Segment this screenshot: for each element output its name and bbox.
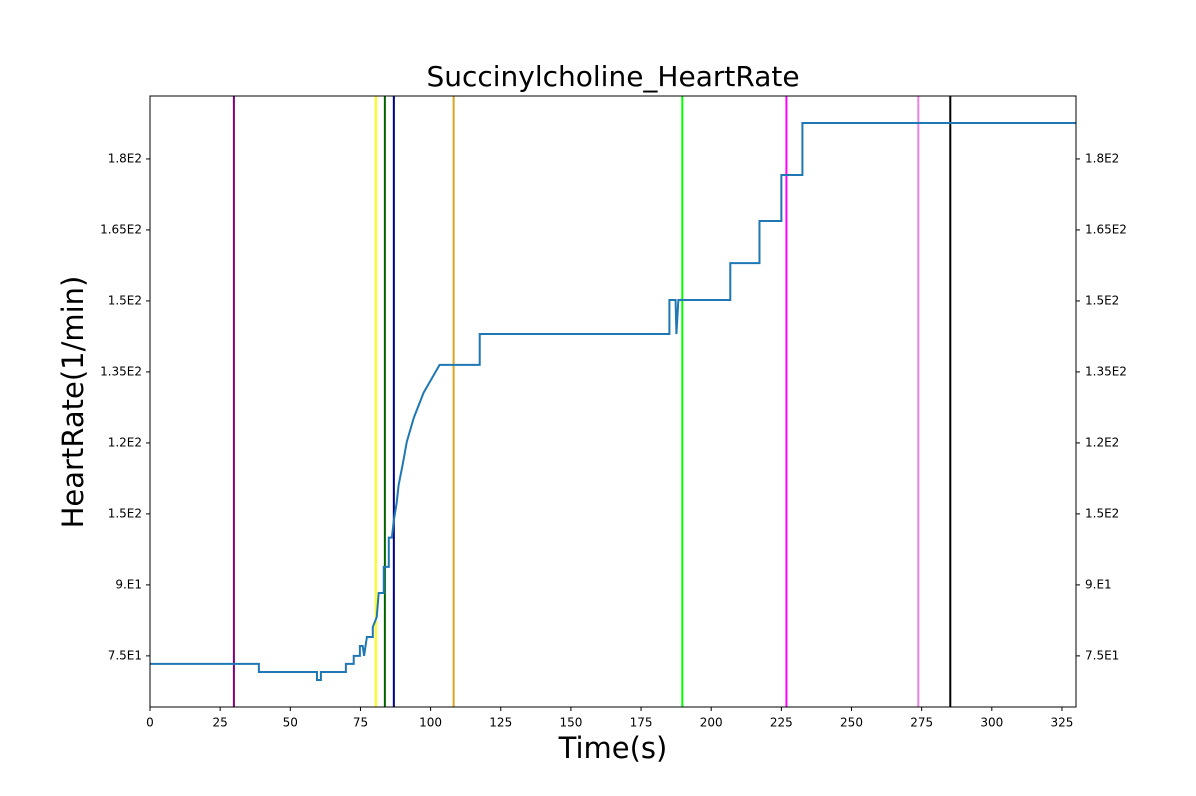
x-tick-label: 125 xyxy=(489,716,512,730)
x-tick-label: 175 xyxy=(630,716,653,730)
y-tick-label: 9.E1 xyxy=(115,577,142,591)
y-tick-label-right: 1.8E2 xyxy=(1085,151,1119,165)
chart-title: Succinylcholine_HeartRate xyxy=(426,60,799,93)
x-axis-label: Time(s) xyxy=(558,731,668,765)
x-tick-label: 0 xyxy=(146,716,154,730)
plot-frame xyxy=(149,95,1077,708)
x-tick-label: 75 xyxy=(353,716,368,730)
y-tick-label-right: 1.35E2 xyxy=(1085,364,1127,378)
x-tick-label: 275 xyxy=(910,716,933,730)
y-tick-label: 1.5E2 xyxy=(108,506,142,520)
x-tick-label: 300 xyxy=(980,716,1003,730)
y-tick-label: 1.65E2 xyxy=(100,222,142,236)
y-tick-label: 1.8E2 xyxy=(108,151,142,165)
x-tick-label: 225 xyxy=(770,716,793,730)
x-tick-label: 325 xyxy=(1051,716,1074,730)
y-tick-label-right: 1.5E2 xyxy=(1085,506,1119,520)
y-tick-label: 1.5E2 xyxy=(108,293,142,307)
y-tick-label-right: 1.65E2 xyxy=(1085,222,1127,236)
x-tick-label: 25 xyxy=(213,716,228,730)
x-tick-label: 250 xyxy=(840,716,863,730)
y-axis-label: HeartRate(1/min) xyxy=(56,276,90,529)
data-line xyxy=(150,121,1076,682)
y-tick-label-right: 1.2E2 xyxy=(1085,435,1119,449)
x-tick-label: 150 xyxy=(559,716,582,730)
y-tick-label-right: 9.E1 xyxy=(1085,577,1112,591)
y-tick-label: 1.35E2 xyxy=(100,364,142,378)
x-tick-label: 200 xyxy=(700,716,723,730)
y-tick-label-right: 7.5E1 xyxy=(1085,648,1119,662)
x-tick-label: 100 xyxy=(419,716,442,730)
y-tick-label-right: 1.5E2 xyxy=(1085,293,1119,307)
x-tick-label: 50 xyxy=(283,716,298,730)
y-tick-label: 1.2E2 xyxy=(108,435,142,449)
y-tick-label: 7.5E1 xyxy=(108,648,142,662)
